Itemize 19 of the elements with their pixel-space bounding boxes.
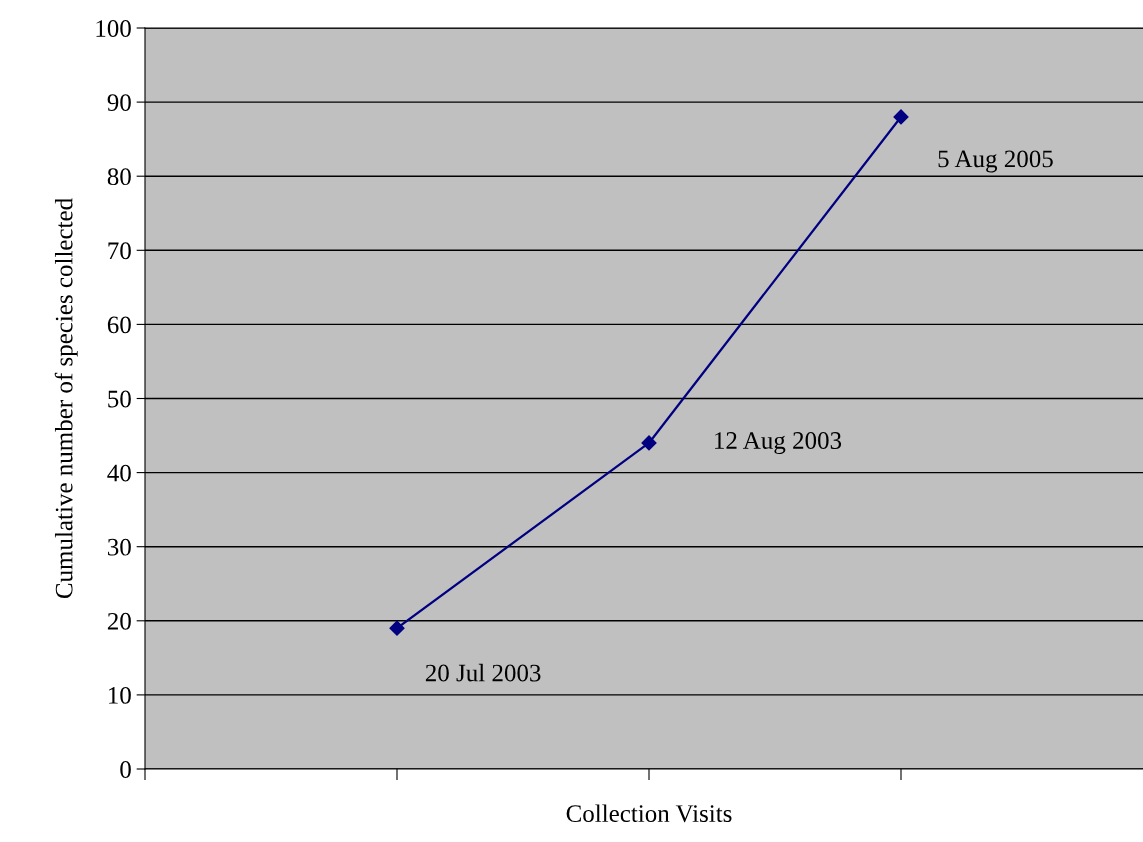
annotation: 12 Aug 2003 [715,432,842,455]
y-axis-title: Cumulative number of species collected [54,198,78,599]
y-tick-label: 40 [107,464,131,482]
y-tick-label: 90 [107,94,131,112]
x-axis-title: Collection Visits [566,804,732,823]
y-tick-label: 50 [108,390,131,408]
y-tick-label: 60 [107,316,131,334]
point [389,620,405,636]
y-tick-label: 0 [120,761,131,778]
y-tick-label: 70 [108,242,131,260]
point [893,109,909,125]
point [641,435,657,451]
y-tick-label: 100 [96,20,131,37]
y-tick-label: 30 [108,538,131,556]
annotation: 5 Aug 2005 [938,150,1053,173]
y-tick-label: 10 [109,686,131,704]
y-tick-label: 80 [107,168,131,186]
y-tick-label: 20 [107,612,131,630]
annotation: 20 Jul 2003 [425,663,541,682]
